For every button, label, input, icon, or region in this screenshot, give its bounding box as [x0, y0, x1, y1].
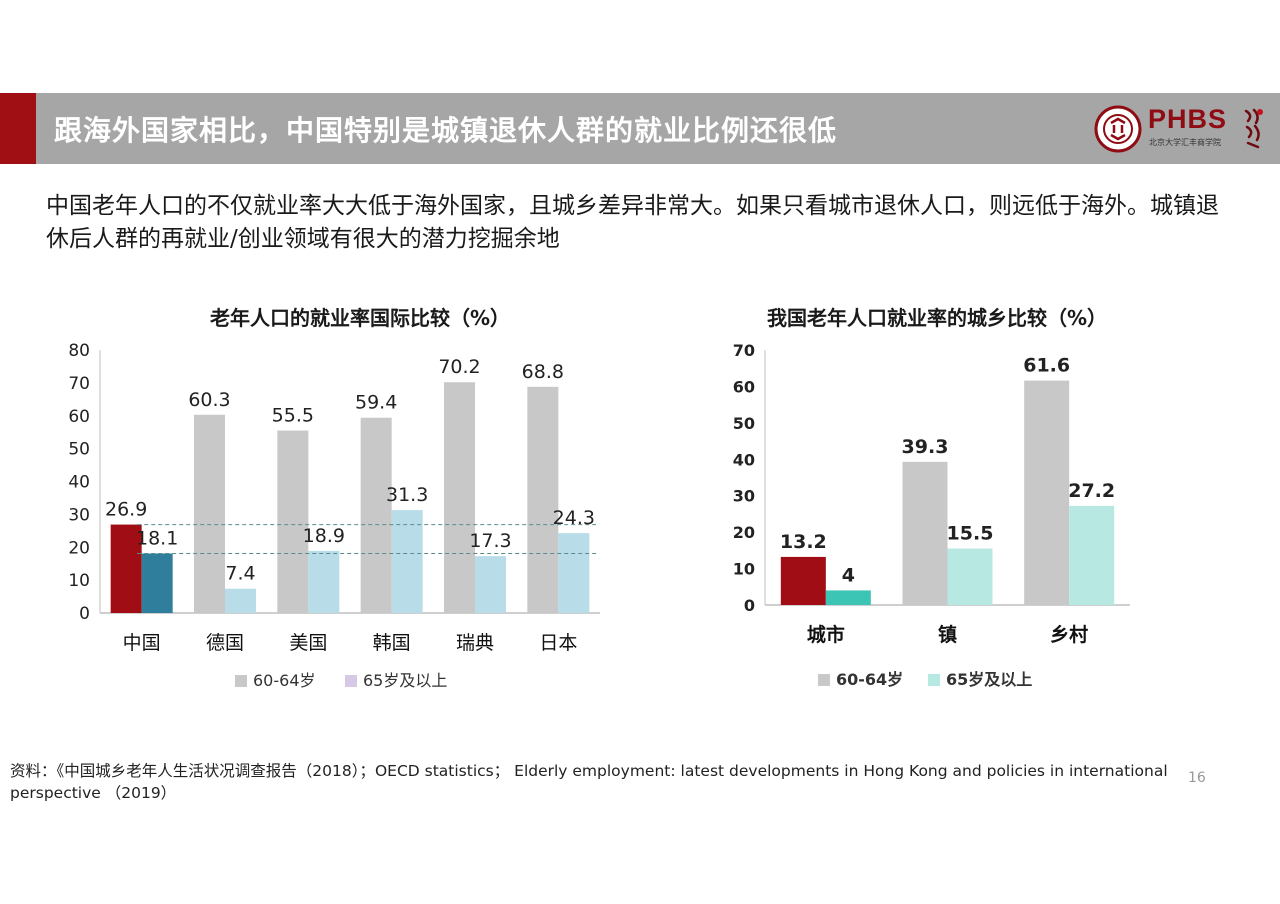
- chart1-ytick-label: 20: [68, 538, 90, 558]
- chart2-legend-swatch: [928, 674, 940, 686]
- chart1-bar: [391, 510, 423, 613]
- chart2-bar: [947, 548, 993, 605]
- chart1-data-label: 7.4: [225, 563, 255, 585]
- chart1-ytick-label: 70: [68, 374, 90, 394]
- calligraphy-mark-icon: [1244, 108, 1263, 149]
- source-note: 资料：《中国城乡老年人生活状况调查报告（2018）；OECD statistic…: [10, 762, 1168, 802]
- chart2-legend-label: 60-64岁: [836, 670, 903, 689]
- chart2-ytick-label: 60: [733, 377, 755, 396]
- chart2-bar: [825, 590, 871, 605]
- chart1-bar: [225, 588, 256, 613]
- logo-text: PHBS: [1148, 104, 1228, 134]
- chart1-bar: [558, 533, 590, 613]
- chart1-data-label: 55.5: [272, 405, 314, 427]
- chart1-data-label: 26.9: [105, 499, 147, 521]
- chart2-category-label: 乡村: [1050, 623, 1088, 646]
- chart1-data-label: 60.3: [188, 389, 230, 411]
- chart1-bar: [475, 556, 506, 613]
- chart1-bar: [444, 382, 475, 613]
- chart1-legend-label: 60-64岁: [253, 671, 316, 690]
- chart1-legend-swatch: [345, 675, 357, 687]
- chart1-data-label: 31.3: [386, 484, 428, 506]
- chart-international-employment: 0 10 20 30 40 50 60 70 80 中国 德国 美国 韩国 瑞典 日本 26.9 18.1 60.…: [68, 341, 600, 690]
- chart1-bar: [277, 430, 309, 613]
- phbs-logo: PHBS 北京大学汇丰商学院: [1094, 103, 1274, 155]
- chart1-bar: [110, 524, 142, 613]
- chart2-category-label: 城市: [807, 623, 845, 646]
- chart1-title: 老年人口的就业率国际比较（%）: [209, 306, 511, 330]
- chart2-bar: [780, 556, 826, 605]
- chart1-bar: [527, 386, 559, 613]
- chart1-ytick-label: 30: [68, 505, 90, 525]
- chart1-ytick-label: 40: [68, 473, 90, 493]
- chart-urban-rural-employment: 0 10 20 30 40 50 60 70 城市 镇 乡村 13.2 4 39.3 15.5 61.6 27.…: [733, 341, 1130, 689]
- chart2-data-label: 4: [842, 564, 855, 586]
- chart1-category-label: 日本: [539, 632, 577, 654]
- chart1-bar: [194, 414, 225, 613]
- chart2-data-label: 15.5: [947, 523, 994, 545]
- chart1-data-label: 24.3: [553, 507, 595, 529]
- chart1-legend-label: 65岁及以上: [363, 671, 447, 690]
- title-bar: 跟海外国家相比，中国特别是城镇退休人群的就业比例还很低 PHBS 北京大学汇丰商…: [0, 93, 1280, 164]
- chart1-ytick-label: 60: [68, 407, 90, 427]
- chart1-legend-swatch: [235, 675, 247, 687]
- chart2-data-label: 27.2: [1068, 480, 1115, 502]
- chart1-category-label: 美国: [289, 632, 327, 654]
- chart2-ytick-label: 70: [733, 341, 755, 360]
- university-seal-icon: [1094, 105, 1142, 153]
- chart1-category-label: 德国: [206, 632, 244, 654]
- slide-title: 跟海外国家相比，中国特别是城镇退休人群的就业比例还很低: [54, 114, 838, 147]
- chart2-bar: [1024, 380, 1070, 605]
- chart1-ytick-label: 10: [68, 571, 90, 591]
- chart2-ytick-label: 10: [733, 560, 755, 579]
- chart2-ytick-label: 30: [733, 487, 755, 506]
- chart2-bar: [902, 461, 948, 605]
- logo-subtitle: 北京大学汇丰商学院: [1149, 138, 1221, 147]
- chart2-bar: [1069, 505, 1115, 605]
- chart1-category-label: 中国: [123, 632, 161, 654]
- chart1-ytick-label: 80: [68, 341, 90, 361]
- chart2-ytick-label: 0: [744, 596, 755, 615]
- chart1-data-label: 70.2: [438, 356, 480, 378]
- chart1-bar: [141, 553, 173, 613]
- chart1-data-label: 17.3: [469, 530, 511, 552]
- chart2-data-label: 13.2: [780, 531, 827, 553]
- chart1-category-label: 韩国: [373, 632, 411, 654]
- chart2-category-label: 镇: [938, 623, 957, 646]
- chart1-data-label: 59.4: [355, 392, 397, 414]
- chart2-data-label: 61.6: [1023, 355, 1070, 377]
- chart2-data-label: 39.3: [902, 436, 949, 458]
- chart1-ytick-label: 0: [79, 604, 90, 624]
- chart1-category-label: 瑞典: [456, 632, 494, 654]
- chart1-bar: [360, 417, 392, 613]
- page-number: 16: [1188, 770, 1206, 786]
- chart2-ytick-label: 40: [733, 450, 755, 469]
- chart1-bar: [308, 550, 340, 613]
- chart2-ytick-label: 50: [733, 414, 755, 433]
- chart2-ytick-label: 20: [733, 523, 755, 542]
- chart1-data-label: 18.9: [303, 525, 345, 547]
- chart1-data-label: 18.1: [136, 527, 178, 549]
- chart2-legend-swatch: [818, 674, 830, 686]
- chart2-title: 我国老年人口就业率的城乡比较（%）: [766, 306, 1108, 330]
- chart1-ytick-label: 50: [68, 440, 90, 460]
- chart1-data-label: 68.8: [522, 361, 564, 383]
- title-accent: [0, 93, 36, 164]
- chart2-legend-label: 65岁及以上: [946, 670, 1032, 689]
- intro-paragraph: 中国老年人口的不仅就业率大大低于海外国家，且城乡差异非常大。如果只看城市退休人口…: [46, 193, 1219, 252]
